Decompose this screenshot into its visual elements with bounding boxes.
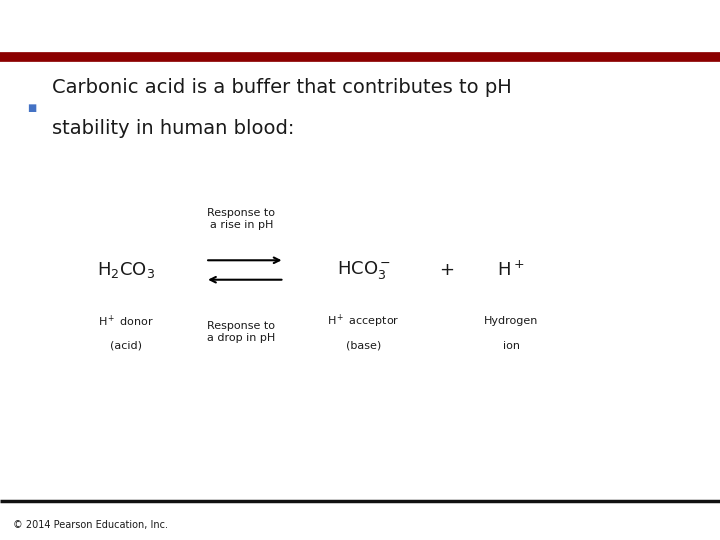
Text: (base): (base) (346, 341, 381, 350)
Text: $\mathrm{H_2CO_3}$: $\mathrm{H_2CO_3}$ (97, 260, 155, 280)
Text: $\mathrm{H^+}$ acceptor: $\mathrm{H^+}$ acceptor (328, 313, 400, 330)
Text: Response to
a drop in pH: Response to a drop in pH (207, 321, 275, 343)
Text: +: + (439, 261, 454, 279)
Text: (acid): (acid) (110, 341, 142, 350)
Text: $\mathrm{H^+}$ donor: $\mathrm{H^+}$ donor (98, 314, 154, 329)
Text: Response to
a rise in pH: Response to a rise in pH (207, 208, 275, 230)
Text: stability in human blood:: stability in human blood: (52, 119, 294, 138)
Text: © 2014 Pearson Education, Inc.: © 2014 Pearson Education, Inc. (13, 520, 168, 530)
Text: $\mathrm{HCO_3^-}$: $\mathrm{HCO_3^-}$ (336, 259, 391, 281)
Text: Carbonic acid is a buffer that contributes to pH: Carbonic acid is a buffer that contribut… (52, 78, 512, 97)
Text: $\mathrm{H^+}$: $\mathrm{H^+}$ (498, 260, 525, 280)
Text: Hydrogen: Hydrogen (484, 316, 539, 326)
Text: ion: ion (503, 341, 520, 350)
Text: ■: ■ (27, 103, 37, 113)
